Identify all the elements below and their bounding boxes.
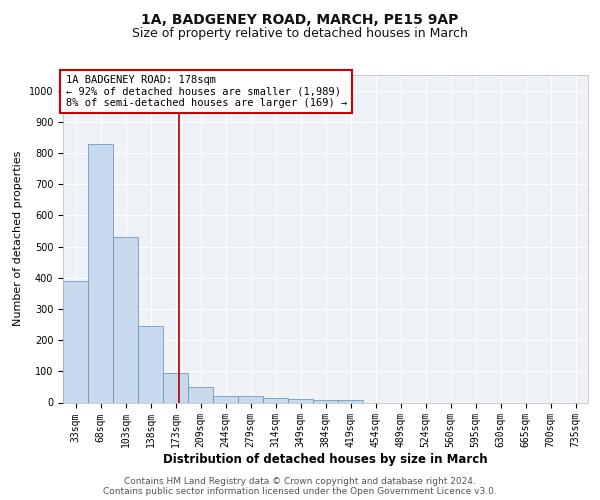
X-axis label: Distribution of detached houses by size in March: Distribution of detached houses by size … [163, 453, 488, 466]
Bar [63, 281, 88, 402]
Text: 1A, BADGENEY ROAD, MARCH, PE15 9AP: 1A, BADGENEY ROAD, MARCH, PE15 9AP [142, 12, 458, 26]
Bar [288, 400, 313, 402]
Bar [88, 144, 113, 402]
Bar [138, 326, 163, 402]
Text: Size of property relative to detached houses in March: Size of property relative to detached ho… [132, 28, 468, 40]
Bar [238, 396, 263, 402]
Bar [163, 373, 188, 402]
Bar [338, 400, 363, 402]
Y-axis label: Number of detached properties: Number of detached properties [13, 151, 23, 326]
Bar [263, 398, 288, 402]
Bar [113, 237, 138, 402]
Bar [188, 387, 213, 402]
Text: Contains public sector information licensed under the Open Government Licence v3: Contains public sector information licen… [103, 487, 497, 496]
Text: 1A BADGENEY ROAD: 178sqm
← 92% of detached houses are smaller (1,989)
8% of semi: 1A BADGENEY ROAD: 178sqm ← 92% of detach… [65, 75, 347, 108]
Bar [213, 396, 238, 402]
Text: Contains HM Land Registry data © Crown copyright and database right 2024.: Contains HM Land Registry data © Crown c… [124, 477, 476, 486]
Bar [313, 400, 338, 402]
